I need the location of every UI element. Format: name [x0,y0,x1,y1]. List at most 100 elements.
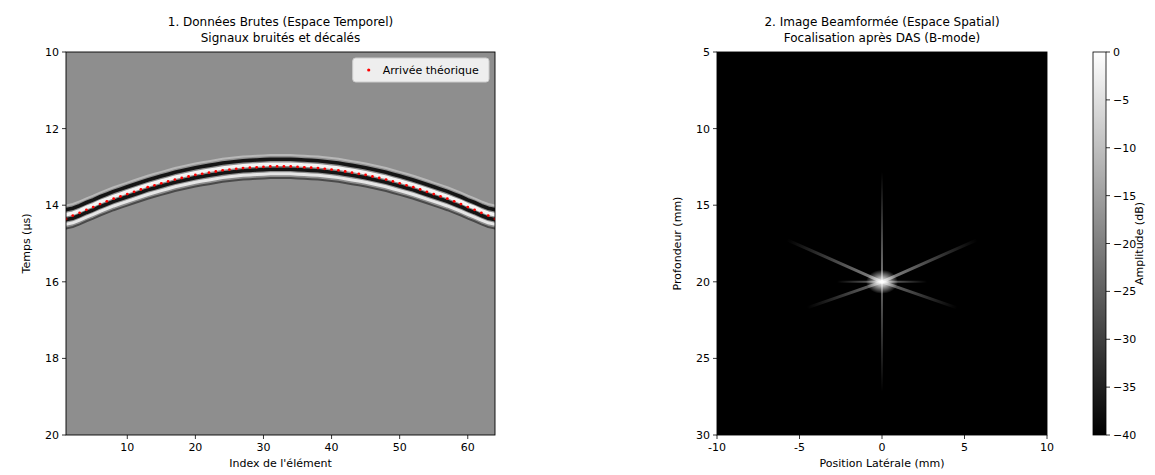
chart-subtitle: Focalisation après DAS (B-mode) [784,31,981,45]
y-axis-title: Profondeur (mm) [671,197,684,291]
figure: 102030405060101214161820Index de l'éléme… [0,0,1155,475]
y-tick [713,281,717,282]
arrival-point [330,168,333,171]
arrival-point [460,203,463,206]
y-tick [62,281,66,282]
arrival-point [99,203,102,206]
colorbar-tick-label: −5 [1113,94,1129,107]
arrival-point [146,186,149,189]
x-tick [263,435,264,439]
psf-arm [882,240,977,282]
colorbar-tick-label: −10 [1113,142,1136,155]
arrival-point [364,174,367,177]
panel-raw: 102030405060101214161820Index de l'éléme… [20,15,505,470]
plot-frame [66,52,495,435]
arrival-point [262,166,265,169]
x-tick-label: -10 [708,441,726,454]
arrival-point [405,184,408,187]
arrival-point [71,214,74,217]
chart-title: 2. Image Beamformée (Espace Spatial) [764,15,999,29]
y-tick-label: 12 [45,123,59,136]
colorbar-tick [1106,195,1110,196]
psf-arm [787,240,882,282]
y-tick-label: 5 [703,46,710,59]
colorbar-tick [1106,387,1110,388]
legend-marker [367,68,370,71]
legend-box [353,58,489,82]
arrival-point [385,178,388,181]
colorbar-scale [1093,52,1106,435]
background-image [717,52,1047,435]
arrival-point [255,166,258,169]
colorbar-tick [1106,435,1110,436]
x-tick [399,435,400,439]
x-tick [717,435,718,439]
arrival-point [248,166,251,169]
arrival-point [208,171,211,174]
y-tick-label: 30 [696,429,710,442]
arrival-point [466,206,469,209]
chart-title: 1. Données Brutes (Espace Temporel) [168,15,394,29]
colorbar-tick [1106,339,1110,340]
background-image [66,52,495,435]
arrival-point [235,167,238,170]
arrival-point [378,177,381,180]
y-tick [713,128,717,129]
arrival-point [453,200,456,203]
y-tick-label: 18 [45,352,59,365]
plot-frame [717,52,1047,435]
colorbar-tick-label: −40 [1113,429,1136,442]
y-tick-label: 10 [45,46,59,59]
psf-arm [881,282,883,392]
chart-subtitle: Signaux bruités et décalés [201,31,361,45]
x-axis-title: Index de l'élément [229,457,332,470]
arrival-point [269,165,272,168]
y-tick [62,205,66,206]
arrival-point [473,208,476,211]
arrival-point [133,190,136,193]
arrival-point [432,193,435,196]
y-tick-label: 20 [45,429,59,442]
x-tick [964,435,965,439]
y-tick-label: 25 [696,352,710,365]
x-tick [195,435,196,439]
colorbar: 0−5−10−15−20−25−30−35−40Amplitude (dB) [1093,46,1146,442]
arrival-point [174,178,177,181]
arrival-point [194,174,197,177]
arrival-point [487,214,490,217]
y-tick-label: 10 [696,123,710,136]
y-tick [713,205,717,206]
colorbar-tick-label: −15 [1113,190,1136,203]
arrival-point [426,190,429,193]
panel-bmode: -10-5051051015202530Position Latérale (m… [671,15,1146,470]
y-tick [713,358,717,359]
arrival-point [419,188,422,191]
arrival-point [317,167,320,170]
x-tick [127,435,128,439]
x-tick [882,435,883,439]
arrival-point [180,177,183,180]
x-tick-label: 10 [120,441,134,454]
wavefront-stripe [66,174,495,226]
arrival-point [344,170,347,173]
x-tick-label: 60 [461,441,475,454]
arrival-point [439,195,442,198]
colorbar-tick-label: −25 [1113,285,1136,298]
x-tick-label: 20 [188,441,202,454]
x-tick-label: 40 [325,441,339,454]
legend: Arrivée théorique [353,58,489,82]
arrival-point [310,166,313,169]
arrival-point [323,167,326,170]
y-tick [713,435,717,436]
x-axis-title: Position Latérale (mm) [820,457,945,470]
arrival-point [296,166,299,169]
y-tick-label: 20 [696,276,710,289]
y-tick [62,52,66,53]
y-tick-label: 16 [45,276,59,289]
wavefront-stripe [66,164,495,216]
arrival-point [303,166,306,169]
arrival-point [412,186,415,189]
arrival-point [446,197,449,200]
y-tick [62,435,66,436]
colorbar-tick [1106,99,1110,100]
